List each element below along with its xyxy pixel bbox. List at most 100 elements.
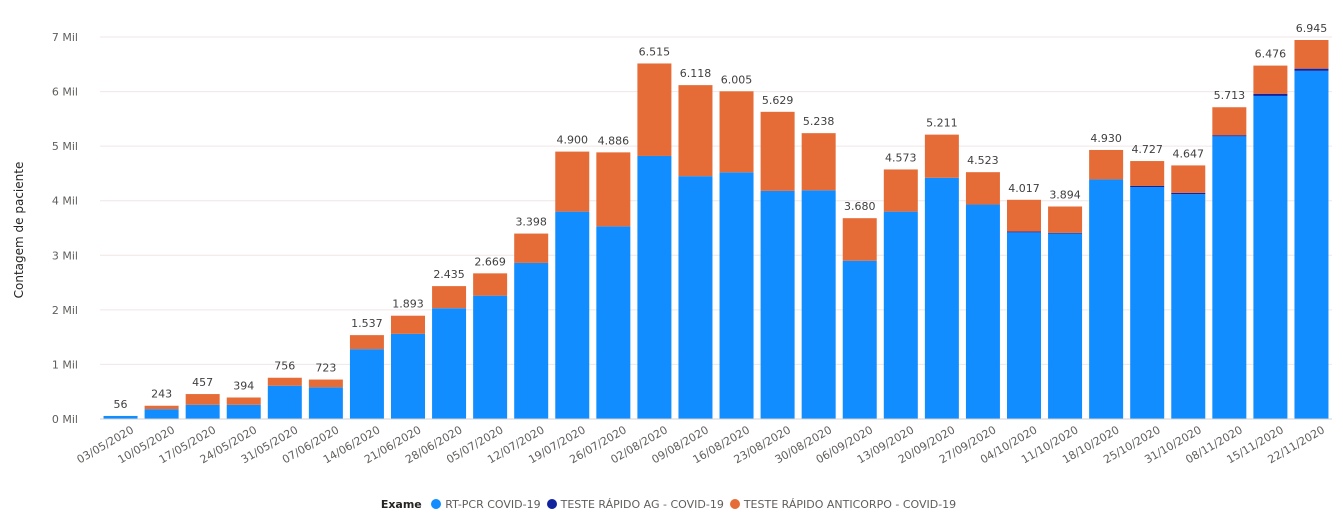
legend-swatch [729,499,740,509]
data-label: 243 [151,388,172,401]
bar-segment-0[interactable] [678,176,713,419]
bar-segment-0[interactable] [760,190,795,419]
bar-segment-0[interactable] [842,260,877,419]
bar-segment-1[interactable] [1007,231,1041,233]
bar-segment-1[interactable] [1130,185,1165,188]
bar-segment-2[interactable] [1294,40,1329,69]
data-label: 3.894 [1049,188,1081,201]
bar-segment-2[interactable] [349,335,384,350]
bar-segment-0[interactable] [144,409,179,419]
bar-segment-2[interactable] [1212,107,1247,136]
bar-segment-0[interactable] [1171,194,1206,419]
bar-segment-2[interactable] [1048,206,1083,233]
bar-segment-0[interactable] [637,155,672,420]
data-label: 6.945 [1296,22,1328,35]
data-label: 4.523 [967,154,999,167]
y-tick-label: 0 Mil [52,413,78,426]
bar-segment-0[interactable] [1130,187,1165,419]
bar-segment-0[interactable] [1253,95,1288,420]
data-label: 4.886 [598,134,630,147]
bar-segment-0[interactable] [432,308,467,419]
bar-segment-0[interactable] [1212,136,1247,419]
legend-label: TESTE RÁPIDO ANTICORPO - COVID-19 [743,498,957,511]
bar-segment-0[interactable] [555,211,590,419]
legend-swatch [431,499,442,509]
bar-segment-2[interactable] [924,134,959,178]
bars [103,40,1329,420]
bar-segment-2[interactable] [514,233,549,263]
y-tick-label: 3 Mil [52,249,78,262]
y-axis-title: Contagem de paciente [12,162,26,299]
bar-segment-2[interactable] [432,286,467,309]
bar-segment-0[interactable] [103,415,138,419]
legend-label: TESTE RÁPIDO AG - COVID-19 [560,498,724,511]
bar-segment-2[interactable] [760,111,795,191]
data-label: 4.647 [1173,147,1205,160]
bar-segment-1[interactable] [1171,192,1206,195]
data-label: 5.238 [803,115,835,128]
bar-segment-2[interactable] [144,405,179,410]
bar-segment-0[interactable] [883,211,918,419]
bar-segment-1[interactable] [1048,232,1083,234]
y-tick-label: 1 Mil [52,358,78,371]
bar-segment-2[interactable] [596,152,631,227]
bar-segment-2[interactable] [391,315,425,334]
data-label: 5.211 [926,117,958,130]
bar-segment-0[interactable] [1294,70,1329,419]
bar-segment-2[interactable] [1089,149,1124,180]
bar-segment-0[interactable] [801,190,836,419]
bar-segment-0[interactable] [514,262,549,419]
bar-segment-2[interactable] [555,151,590,212]
legend-item-2[interactable]: TESTE RÁPIDO ANTICORPO - COVID-19 [729,498,957,511]
stacked-bar-chart: 0 Mil 1 Mil 2 Mil 3 Mil 4 Mil 5 Mil 6 Mil 7 Mil… [12,22,1332,466]
data-label: 3.680 [844,200,876,213]
legend-item-0[interactable]: RT-PCR COVID-19 [431,498,541,511]
bar-segment-2[interactable] [226,397,261,405]
bar-segment-1[interactable] [1294,68,1329,71]
bar-segment-2[interactable] [801,133,836,191]
y-tick-label: 5 Mil [52,140,78,153]
bar-segment-0[interactable] [308,387,343,419]
bar-segment-2[interactable] [1253,65,1288,94]
bar-segment-2[interactable] [678,85,713,177]
bar-segment-2[interactable] [1171,165,1206,193]
y-tick-label: 2 Mil [52,304,78,317]
bar-segment-0[interactable] [1048,233,1083,419]
bar-segment-1[interactable] [1253,93,1288,96]
data-label: 2.435 [433,268,465,281]
bar-segment-2[interactable] [1130,161,1165,186]
bar-segment-0[interactable] [473,295,508,419]
bar-segment-2[interactable] [267,377,302,386]
bar-segment-0[interactable] [185,404,220,419]
data-label: 6.515 [639,45,671,58]
bar-segment-0[interactable] [965,204,1000,419]
bar-segment-0[interactable] [596,226,631,419]
y-tick-label: 6 Mil [52,86,78,99]
bar-segment-0[interactable] [349,349,384,419]
data-label: 5.713 [1214,89,1246,102]
y-tick-label: 4 Mil [52,195,78,208]
data-label: 4.573 [885,151,917,164]
bar-segment-2[interactable] [842,218,877,261]
bar-segment-0[interactable] [924,177,959,419]
bar-segment-2[interactable] [965,172,1000,205]
bar-segment-2[interactable] [473,273,508,296]
bar-segment-0[interactable] [226,404,261,419]
data-label: 3.398 [515,216,547,229]
bar-segment-0[interactable] [267,385,302,419]
bar-segment-0[interactable] [1089,179,1124,419]
bar-segment-2[interactable] [719,91,754,173]
data-label: 4.900 [557,134,589,147]
bar-segment-0[interactable] [391,333,425,419]
bar-segment-2[interactable] [637,63,672,156]
bar-segment-2[interactable] [308,379,343,388]
bar-segment-0[interactable] [1007,232,1041,419]
bar-segment-2[interactable] [1007,199,1041,232]
bar-segment-2[interactable] [185,394,220,405]
bar-segment-0[interactable] [719,172,754,419]
data-label: 457 [192,376,213,389]
data-label: 723 [315,362,336,375]
bar-segment-2[interactable] [883,169,918,212]
bar-segment-1[interactable] [1212,135,1247,137]
legend-item-1[interactable]: TESTE RÁPIDO AG - COVID-19 [546,498,724,511]
